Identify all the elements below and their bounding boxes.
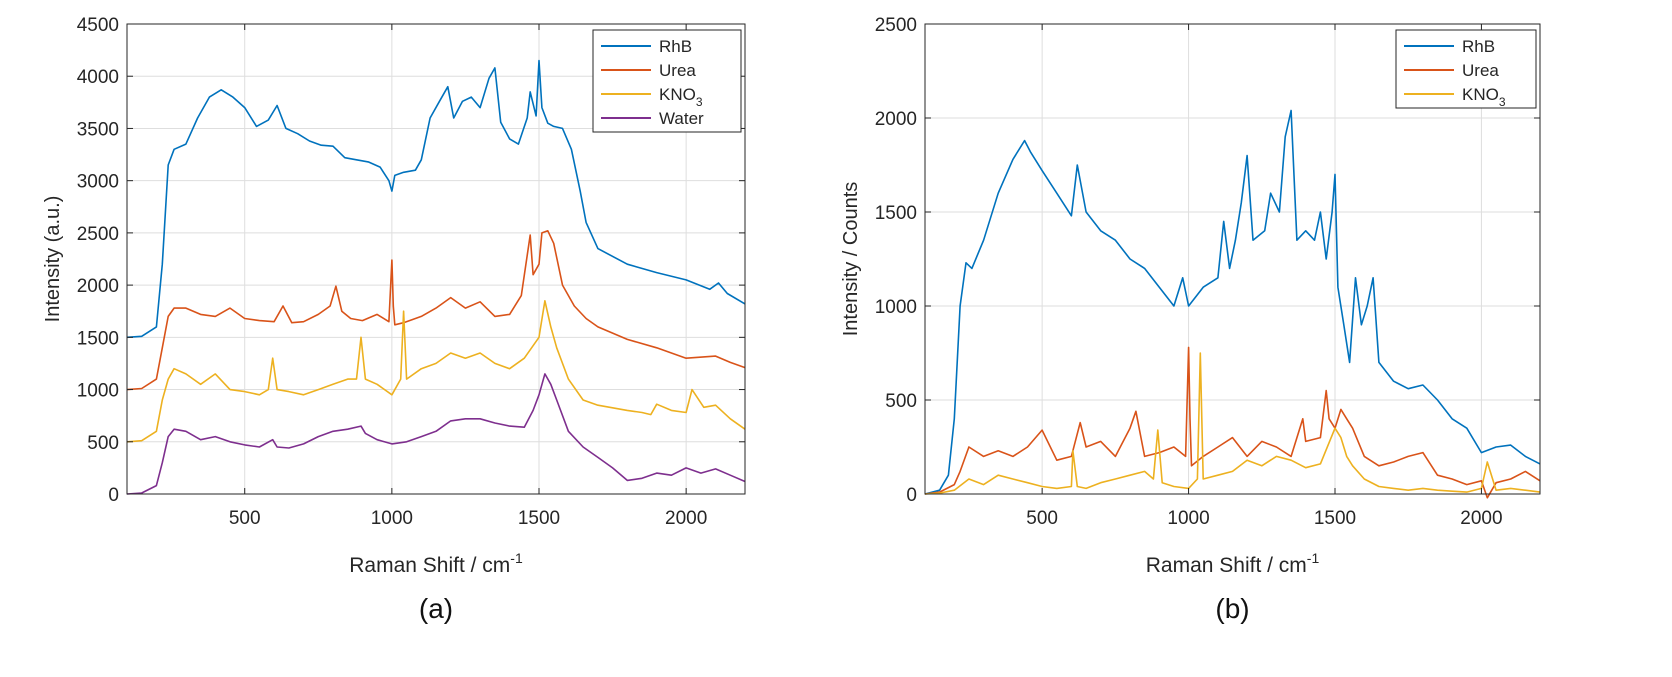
panel-a-label: (a) (419, 593, 453, 624)
series-line-kno3 (126, 299, 746, 443)
y-tick-label: 1500 (77, 328, 119, 349)
y-tick-label: 3500 (77, 119, 119, 140)
panel-b-label: (b) (1215, 593, 1249, 624)
legend-label-main: KNO (659, 85, 696, 104)
panel-b-axes-frame (924, 23, 1541, 495)
x-tick-label: 2000 (665, 508, 707, 529)
series-line-water (126, 373, 746, 495)
legend-label-urea: Urea (1462, 61, 1499, 80)
y-tick-label: 4000 (77, 67, 119, 88)
panel-a-axes-frame (126, 23, 746, 495)
legend-label-rhb: RhB (659, 37, 692, 56)
panel-a-series (126, 59, 746, 495)
y-tick-label: 1000 (875, 297, 917, 318)
panel-a-x-axis-label-superscript: -1 (510, 550, 523, 566)
legend-label-kno3: KNO3 (1462, 85, 1506, 109)
panel-b-y-axis-label: Intensity / Counts (840, 182, 862, 337)
x-tick-label: 500 (229, 508, 261, 529)
y-tick-label: 3000 (77, 172, 119, 193)
panel-b-grid (925, 24, 1540, 494)
series-line-urea (126, 230, 746, 391)
y-tick-label: 2000 (875, 109, 917, 130)
legend-label-subscript: 3 (696, 95, 703, 109)
y-tick-label: 0 (108, 485, 119, 506)
y-tick-label: 1000 (77, 381, 119, 402)
legend-label-kno3: KNO3 (659, 85, 703, 109)
panel-b-series (924, 109, 1541, 499)
legend-label-main: KNO (1462, 85, 1499, 104)
x-tick-label: 1500 (518, 508, 560, 529)
legend-label-main: Urea (1462, 61, 1499, 80)
y-tick-label: 500 (87, 433, 119, 454)
x-tick-label: 1000 (371, 508, 413, 529)
y-tick-label: 2500 (77, 224, 119, 245)
panel-b-x-axis-label: Raman Shift / cm-1 (1146, 550, 1320, 577)
legend-label-main: Urea (659, 61, 696, 80)
panel-a-y-axis-label: Intensity (a.u.) (42, 196, 64, 323)
x-tick-label: 1500 (1314, 508, 1356, 529)
series-line-urea (924, 346, 1541, 499)
legend-box (592, 29, 742, 133)
panel-a-ticks: 500 1000 1500 2000 0 500 1000 1500 2000 2500 3000 3… (77, 15, 745, 529)
x-tick-label: 1000 (1167, 508, 1209, 529)
panel-b-x-axis-label-main: Raman Shift / cm (1146, 554, 1307, 577)
series-line-rhb (924, 109, 1541, 495)
y-tick-label: 0 (906, 485, 917, 506)
y-tick-label: 2500 (875, 15, 917, 36)
legend-label-main: Water (659, 109, 704, 128)
legend-label-subscript: 3 (1499, 95, 1506, 109)
panel-a-chart: 500 1000 1500 2000 0 500 1000 1500 2000 2500 3000 3… (42, 15, 746, 624)
panel-b-chart: 500 1000 1500 2000 0 500 1000 1500 2000 2500 Inte… (840, 15, 1541, 624)
legend-label-water: Water (659, 109, 704, 128)
legend-label-main: RhB (659, 37, 692, 56)
panel-b-x-axis-label-superscript: -1 (1307, 550, 1320, 566)
legend-label-main: RhB (1462, 37, 1495, 56)
series-line-kno3 (924, 352, 1541, 495)
y-tick-label: 4500 (77, 15, 119, 36)
x-tick-label: 2000 (1460, 508, 1502, 529)
series-line-rhb (126, 59, 746, 339)
y-tick-label: 500 (885, 391, 917, 412)
legend-label-urea: Urea (659, 61, 696, 80)
panel-a-x-axis-label-main: Raman Shift / cm (349, 554, 510, 577)
y-tick-label: 1500 (875, 203, 917, 224)
panel-a-x-axis-label: Raman Shift / cm-1 (349, 550, 523, 577)
y-tick-label: 2000 (77, 276, 119, 297)
legend-label-rhb: RhB (1462, 37, 1495, 56)
x-tick-label: 500 (1026, 508, 1058, 529)
panel-b-ticks: 500 1000 1500 2000 0 500 1000 1500 2000 2500 (875, 15, 1540, 529)
panel-b-legend: RhB Urea KNO3 (1395, 29, 1537, 109)
